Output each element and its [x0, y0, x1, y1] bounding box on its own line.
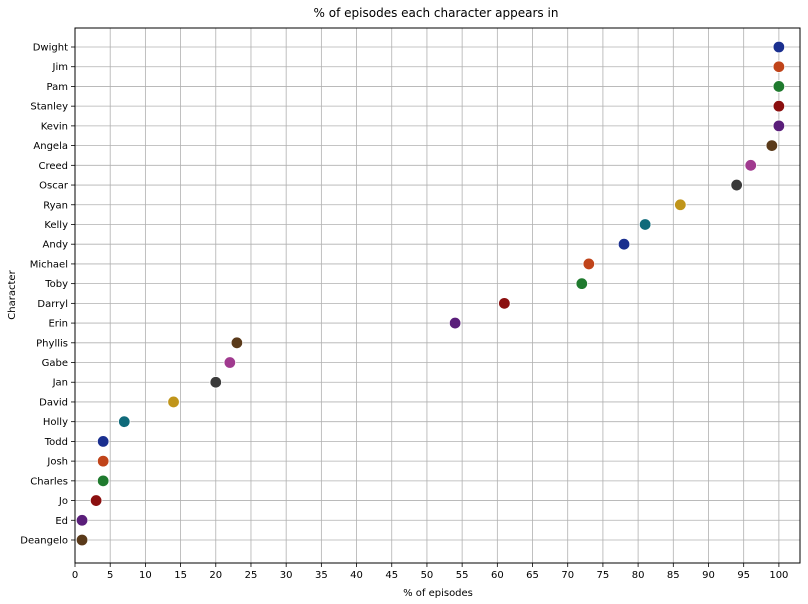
data-point [448, 316, 462, 330]
x-tick-label: 15 [174, 570, 187, 581]
data-point [744, 159, 757, 172]
y-tick-label: Michael [30, 259, 68, 270]
data-point [772, 60, 786, 73]
data-point [617, 237, 631, 251]
x-axis-title: % of episodes [403, 588, 473, 599]
data-point [582, 257, 596, 271]
chart-title: % of episodes each character appears in [314, 6, 559, 20]
y-tick-label: Stanley [30, 102, 68, 113]
x-tick-label: 60 [491, 570, 504, 581]
data-point [575, 277, 588, 290]
data-point [498, 297, 511, 310]
x-axis: 0 5 10 15 20 25 30 35 40 45 50 55 60 65 70 75 80 85 90 95 10… [72, 563, 788, 581]
y-tick-label: Jo [58, 496, 68, 507]
y-axis: Dwight Jim Pam Stanley Kevin Angela Creed Oscar… [20, 43, 75, 547]
y-tick-label: Phyllis [36, 338, 68, 349]
y-tick-label: Josh [46, 457, 68, 468]
x-tick-label: 70 [561, 570, 574, 581]
data-point [96, 454, 110, 468]
x-tick-label: 40 [350, 570, 363, 581]
x-tick-label: 100 [769, 570, 788, 581]
y-tick-label: Ryan [43, 200, 68, 211]
x-tick-label: 0 [72, 570, 78, 581]
x-tick-label: 90 [702, 570, 715, 581]
y-tick-label: Toby [44, 279, 68, 290]
y-tick-label: Charles [30, 476, 68, 487]
data-point [96, 474, 110, 488]
data-point [167, 395, 180, 409]
y-tick-label: Erin [48, 319, 68, 330]
data-point [75, 533, 89, 547]
data-point [96, 435, 110, 448]
x-tick-label: 35 [315, 570, 328, 581]
y-tick-label: Todd [44, 437, 68, 448]
grid-lines [74, 28, 800, 563]
x-tick-label: 20 [209, 570, 222, 581]
y-tick-label: Oscar [39, 181, 69, 192]
y-tick-label: Deangelo [20, 536, 68, 547]
data-points [75, 40, 786, 547]
data-point [638, 218, 652, 231]
y-tick-label: Gabe [42, 358, 68, 369]
x-tick-label: 55 [456, 570, 469, 581]
x-tick-label: 5 [107, 570, 113, 581]
y-tick-label: Ed [55, 516, 68, 527]
x-tick-label: 80 [632, 570, 645, 581]
x-tick-label: 10 [139, 570, 152, 581]
data-point [223, 356, 237, 369]
x-tick-label: 25 [245, 570, 258, 581]
data-point [89, 494, 103, 507]
data-point [209, 376, 222, 389]
y-axis-title: Character [7, 269, 18, 319]
x-tick-label: 95 [737, 570, 750, 581]
data-point [772, 99, 786, 113]
x-tick-label: 30 [280, 570, 293, 581]
data-point [118, 415, 131, 428]
data-point [765, 139, 779, 152]
y-tick-label: Pam [47, 82, 68, 93]
x-tick-label: 45 [385, 570, 398, 581]
y-tick-label: Jim [52, 62, 68, 73]
data-point [772, 119, 786, 133]
data-point [75, 514, 89, 527]
x-tick-label: 85 [667, 570, 680, 581]
plot-area-frame [74, 27, 801, 564]
y-tick-label: Andy [43, 240, 69, 251]
data-point [230, 336, 244, 350]
data-point [772, 40, 786, 54]
data-point [730, 178, 743, 192]
x-tick-label: 50 [421, 570, 434, 581]
y-tick-label: Holly [43, 417, 68, 428]
y-tick-label: Dwight [33, 43, 68, 54]
data-point [772, 80, 786, 93]
y-tick-label: Creed [38, 161, 68, 172]
x-tick-label: 75 [597, 570, 610, 581]
y-tick-label: Darryl [37, 299, 68, 310]
data-point [674, 198, 687, 211]
y-tick-label: Angela [33, 141, 68, 152]
y-tick-label: Kelly [44, 220, 68, 231]
y-tick-label: Kevin [41, 121, 68, 132]
y-tick-label: Jan [52, 378, 68, 389]
x-tick-label: 65 [526, 570, 539, 581]
y-tick-label: David [39, 397, 68, 408]
